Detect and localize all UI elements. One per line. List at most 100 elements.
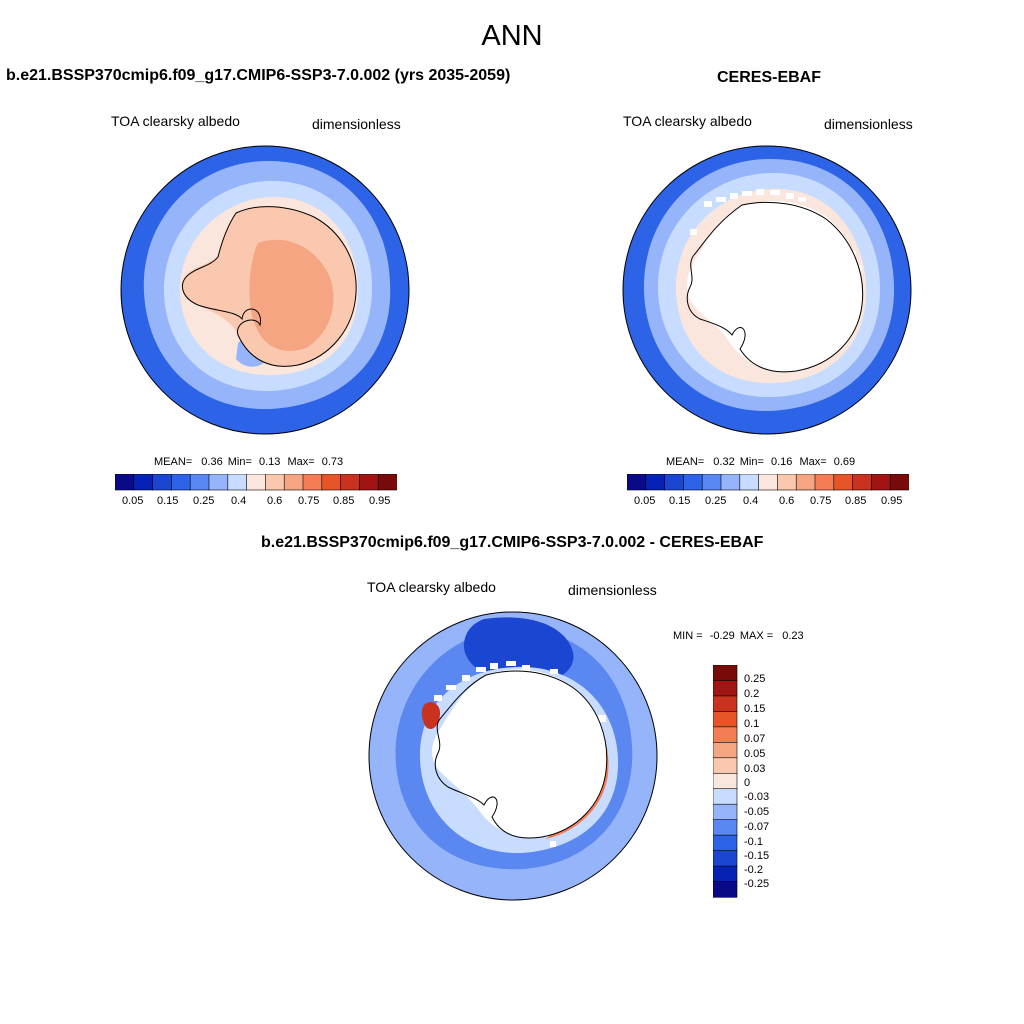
model-tick: 0.85 xyxy=(333,495,355,507)
model-mean-value: 0.36 xyxy=(201,456,223,468)
obs-tick: 0.6 xyxy=(779,495,795,507)
model-polar-map xyxy=(120,145,410,435)
obs-colorbar-swatch xyxy=(758,474,779,491)
model-colorbar-swatch xyxy=(189,474,210,491)
diff-tick: -0.15 xyxy=(744,850,770,862)
diff-zone-continent-missing xyxy=(432,669,607,838)
diff-colorbar-swatch xyxy=(713,850,738,867)
diff-tick: 0.1 xyxy=(744,718,760,730)
obs-colorbar-swatch xyxy=(889,474,909,491)
obs-tick: 0.95 xyxy=(881,495,903,507)
model-zone-ice-sheet-interior xyxy=(249,239,334,351)
diff-colorbar-ticks: 0.25 0.2 0.15 0.1 0.07 0.05 0.03 0 -0.03… xyxy=(744,673,784,903)
obs-colorbar-ticks: 0.05 0.15 0.25 0.4 0.6 0.75 0.85 0.95 xyxy=(512,495,1024,509)
obs-colorbar-swatch xyxy=(833,474,854,491)
obs-missing-data-blocks xyxy=(690,189,862,271)
diff-tick: -0.1 xyxy=(744,836,763,848)
obs-colorbar-swatch xyxy=(814,474,835,491)
diff-tick: 0.2 xyxy=(744,688,760,700)
model-colorbar-swatch xyxy=(321,474,342,491)
obs-zone-continent-missing xyxy=(687,200,863,372)
obs-colorbar-swatch xyxy=(739,474,760,491)
diff-variable-label: TOA clearsky albedo xyxy=(367,579,496,595)
model-tick: 0.75 xyxy=(298,495,320,507)
diff-tick: 0.25 xyxy=(744,673,766,685)
diff-tick: 0 xyxy=(744,777,751,789)
diff-max-value: 0.23 xyxy=(782,630,804,642)
obs-max-label: Max= xyxy=(799,456,827,468)
diff-colorbar-swatch xyxy=(713,881,738,898)
model-tick: 0.05 xyxy=(122,495,144,507)
diff-colorbar xyxy=(713,665,738,898)
model-colorbar xyxy=(115,474,397,491)
obs-colorbar xyxy=(627,474,909,491)
obs-stats: MEAN= 0.32 Min= 0.16 Max= 0.69 xyxy=(666,456,855,468)
model-colorbar-swatch xyxy=(283,474,304,491)
diff-colorbar-swatch xyxy=(713,726,738,743)
obs-coastline xyxy=(686,201,864,373)
model-colorbar-swatch xyxy=(359,474,379,491)
model-min-label: Min= xyxy=(227,456,252,468)
obs-colorbar-swatch xyxy=(627,474,647,491)
model-colorbar-ticks: 0.05 0.15 0.25 0.4 0.6 0.75 0.85 0.95 xyxy=(0,495,512,509)
model-colorbar-swatch xyxy=(171,474,191,491)
obs-mean-label: MEAN= xyxy=(666,456,705,468)
diff-zone-south-band xyxy=(405,779,506,859)
obs-colorbar-swatch xyxy=(777,474,797,491)
obs-units-label: dimensionless xyxy=(824,116,913,132)
diff-min-value: -0.29 xyxy=(709,630,735,642)
model-max-value: 0.73 xyxy=(321,456,344,468)
model-min-value: 0.13 xyxy=(258,456,281,468)
diff-panel-title: b.e21.BSSP370cmip6.f09_g17.CMIP6-SSP3-7.… xyxy=(261,534,764,551)
model-mean-label: MEAN= xyxy=(154,456,193,468)
obs-colorbar-swatch xyxy=(701,474,722,491)
diff-tick: 0.03 xyxy=(744,763,766,775)
diff-tick: 0.07 xyxy=(744,733,766,745)
model-colorbar-swatch xyxy=(377,474,397,491)
diff-tick: -0.25 xyxy=(744,878,770,890)
diff-tick: -0.03 xyxy=(744,791,770,803)
diff-min-label: MIN = xyxy=(673,630,703,642)
model-max-label: Max= xyxy=(287,456,315,468)
diff-tick: -0.07 xyxy=(744,821,770,833)
diff-tick: -0.05 xyxy=(744,806,770,818)
diff-map-border xyxy=(368,611,658,901)
model-colorbar-swatch xyxy=(227,474,248,491)
obs-max-value: 0.69 xyxy=(833,456,856,468)
model-stats: MEAN= 0.36 Min= 0.13 Max= 0.73 xyxy=(154,456,343,468)
obs-colorbar-swatch xyxy=(683,474,703,491)
obs-tick: 0.25 xyxy=(705,495,727,507)
diff-colorbar-swatch xyxy=(713,695,738,713)
model-colorbar-swatch xyxy=(115,474,135,491)
model-map-border xyxy=(120,145,410,435)
model-tick: 0.6 xyxy=(267,495,283,507)
obs-colorbar-swatch xyxy=(645,474,666,491)
diff-zone-peninsula xyxy=(421,702,440,730)
obs-polar-map xyxy=(622,145,912,435)
model-colorbar-swatch xyxy=(246,474,267,491)
obs-tick: 0.85 xyxy=(845,495,867,507)
diff-units-label: dimensionless xyxy=(568,582,657,598)
obs-colorbar-swatch xyxy=(852,474,873,491)
model-colorbar-swatch xyxy=(208,474,229,491)
diff-stats: MIN = -0.29 MAX = 0.23 xyxy=(673,630,804,642)
diff-colorbar-swatch xyxy=(713,680,738,697)
model-units-label: dimensionless xyxy=(312,116,401,132)
obs-colorbar-swatch xyxy=(871,474,891,491)
model-colorbar-swatch xyxy=(265,474,285,491)
obs-mean-value: 0.32 xyxy=(713,456,735,468)
diff-colorbar-swatch xyxy=(713,742,738,759)
model-variable-label: TOA clearsky albedo xyxy=(111,113,240,129)
diff-polar-map xyxy=(368,611,658,901)
diff-colorbar-swatch xyxy=(713,665,738,682)
obs-map-border xyxy=(622,145,912,435)
obs-tick: 0.05 xyxy=(634,495,656,507)
obs-min-value: 0.16 xyxy=(770,456,793,468)
model-coastline xyxy=(182,206,357,367)
obs-variable-label: TOA clearsky albedo xyxy=(623,113,752,129)
diff-tick: 0.15 xyxy=(744,703,766,715)
obs-min-label: Min= xyxy=(739,456,764,468)
diff-colorbar-swatch xyxy=(713,819,738,836)
model-colorbar-swatch xyxy=(152,474,172,491)
diff-colorbar-swatch xyxy=(713,788,738,805)
